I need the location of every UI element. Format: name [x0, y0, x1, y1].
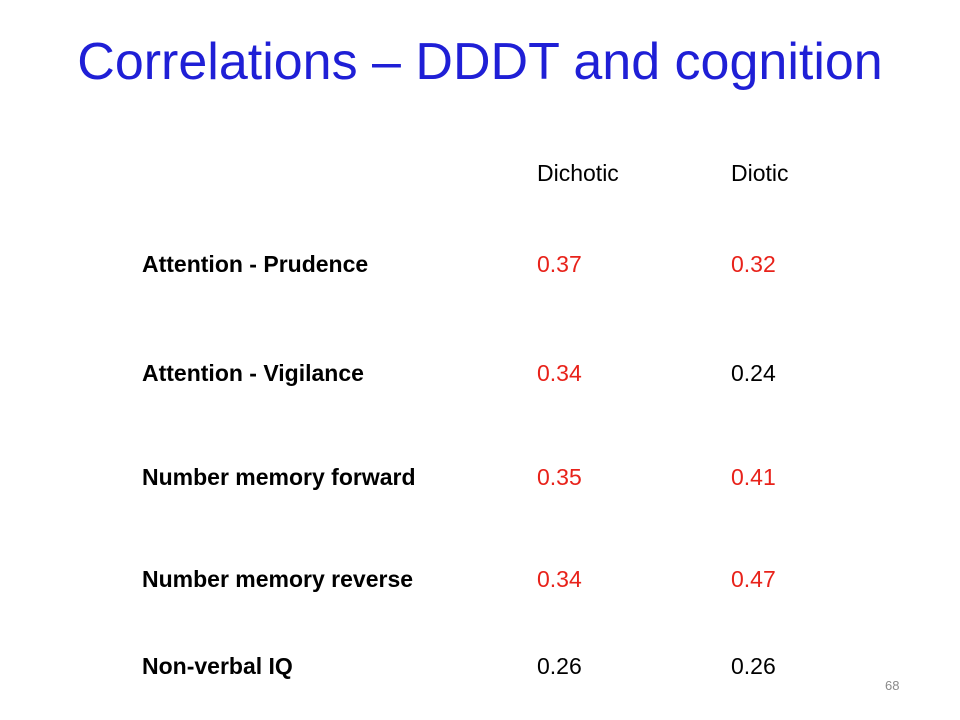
cell-nonverbal-iq-dichotic: 0.26 — [537, 653, 582, 679]
cell-vigilance-diotic: 0.24 — [731, 360, 776, 386]
cell-memory-reverse-diotic: 0.47 — [731, 566, 776, 592]
row-label-memory-reverse: Number memory reverse — [142, 566, 414, 592]
cell-vigilance-dichotic: 0.34 — [537, 360, 582, 386]
row-label-memory-forward: Number memory forward — [142, 464, 416, 490]
cell-memory-reverse-dichotic: 0.34 — [537, 566, 582, 592]
cell-memory-forward-dichotic: 0.35 — [537, 464, 582, 490]
page-number: 68 — [885, 678, 900, 693]
cell-nonverbal-iq-diotic: 0.26 — [731, 653, 776, 679]
row-label-vigilance: Attention - Vigilance — [142, 360, 364, 386]
header-dichotic: Dichotic — [537, 160, 619, 186]
row-label-prudence: Attention - Prudence — [142, 251, 369, 277]
slide-title: Correlations – DDDT and cognition — [77, 33, 883, 91]
cell-memory-forward-diotic: 0.41 — [731, 464, 776, 490]
cell-prudence-dichotic: 0.37 — [537, 251, 582, 277]
header-diotic: Diotic — [731, 160, 789, 186]
row-label-nonverbal-iq: Non-verbal IQ — [142, 653, 293, 679]
cell-prudence-diotic: 0.32 — [731, 251, 776, 277]
